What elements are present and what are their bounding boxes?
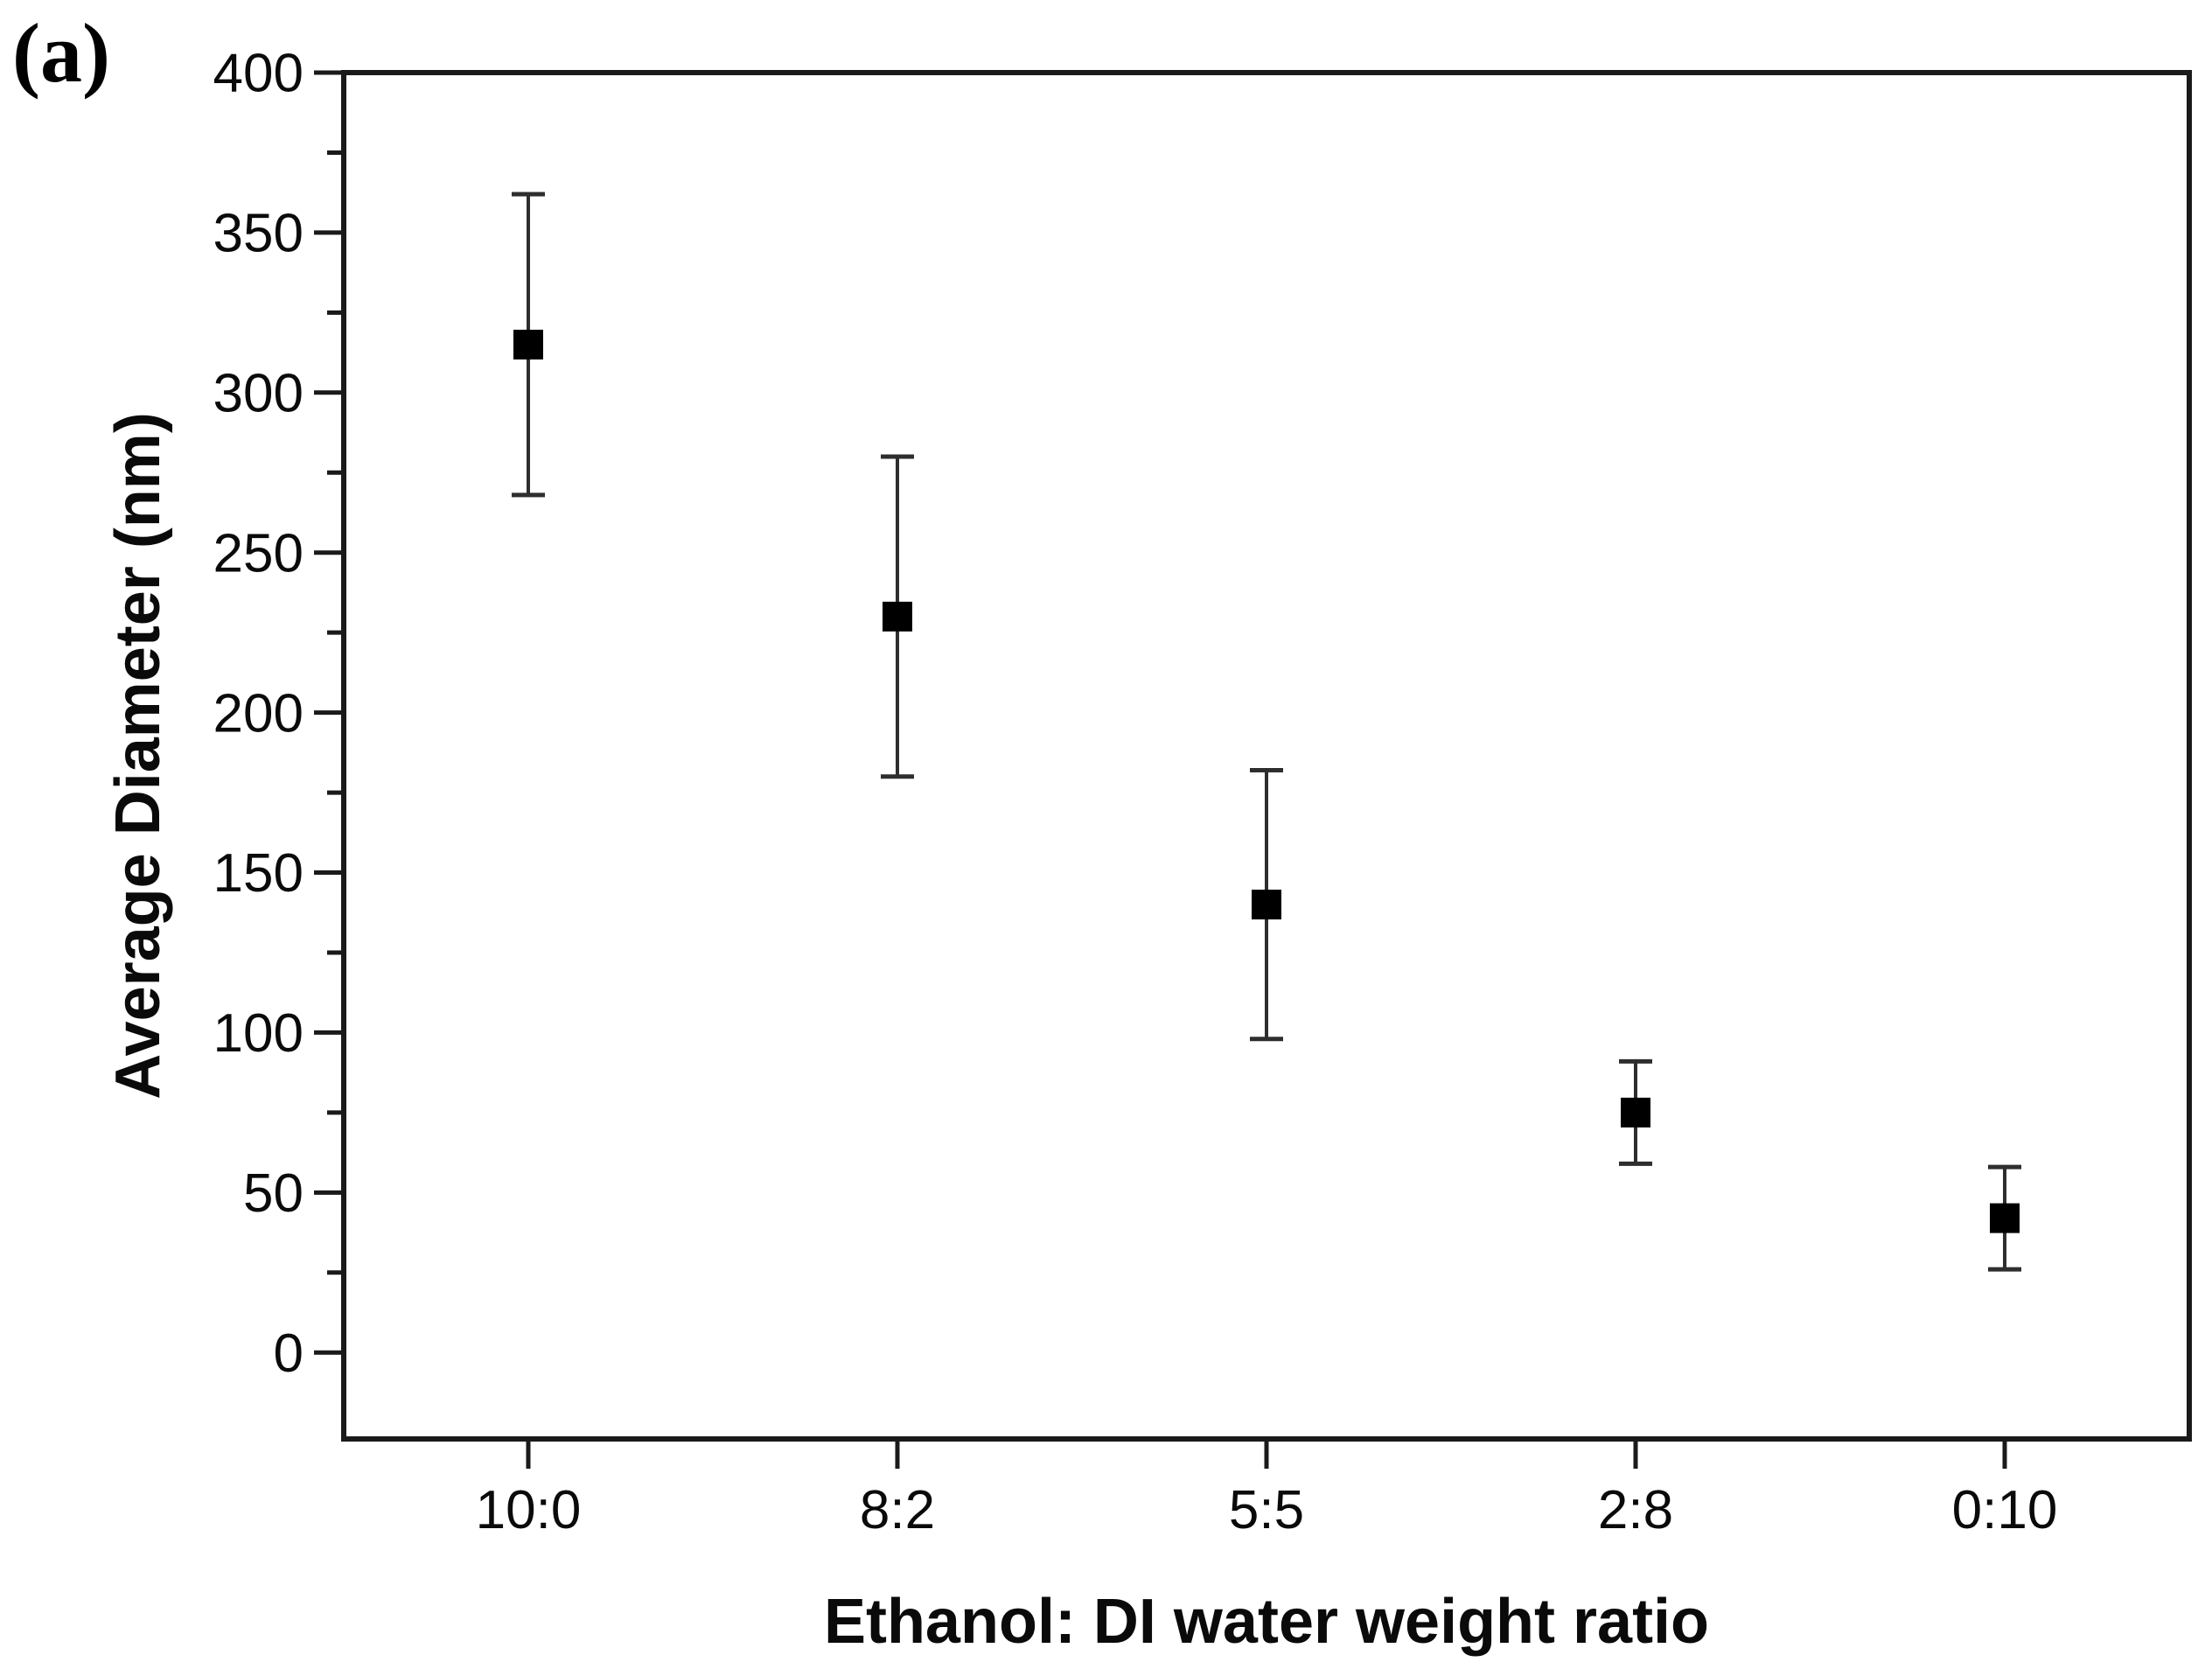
data-point-marker xyxy=(883,601,912,632)
x-tick-label: 10:0 xyxy=(476,1480,582,1540)
y-tick-label: 300 xyxy=(213,364,304,424)
data-point-marker xyxy=(1252,890,1281,920)
x-tick-label: 5:5 xyxy=(1229,1480,1304,1540)
x-axis-title: Ethanol: DI water weight ratio xyxy=(824,1587,1709,1657)
plot-frame xyxy=(341,70,2192,1442)
y-tick-label: 250 xyxy=(213,523,304,583)
y-tick-label: 150 xyxy=(213,843,304,904)
y-axis-title: Average Diameter (nm) xyxy=(103,412,173,1100)
y-tick-label: 200 xyxy=(213,683,304,744)
y-tick-label: 350 xyxy=(213,204,304,264)
y-tick-label: 400 xyxy=(213,44,304,104)
x-tick-label: 0:10 xyxy=(1952,1480,2058,1540)
data-point-marker xyxy=(1621,1097,1650,1128)
data-point-marker xyxy=(513,329,543,360)
y-tick-label: 100 xyxy=(213,1003,304,1064)
x-tick-label: 2:8 xyxy=(1598,1480,1673,1540)
y-tick-label: 50 xyxy=(243,1163,304,1224)
x-tick-label: 8:2 xyxy=(860,1480,935,1540)
data-point-marker xyxy=(1990,1203,2020,1233)
y-tick-label: 0 xyxy=(274,1323,304,1384)
panel-label: (a) xyxy=(12,6,110,100)
